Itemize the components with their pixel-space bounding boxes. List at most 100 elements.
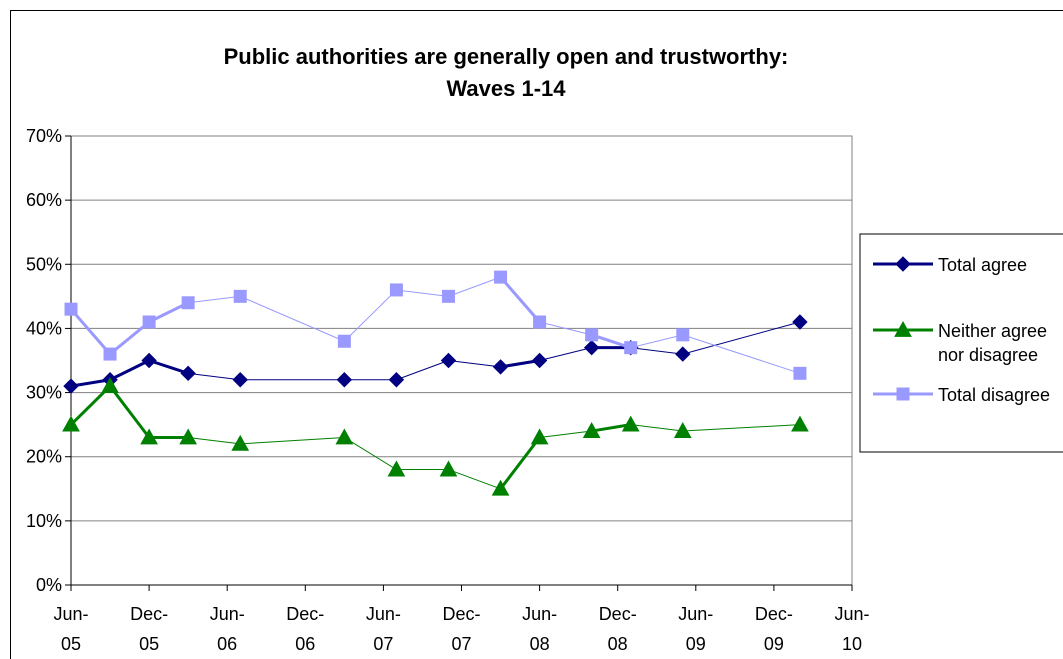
series-line-segment bbox=[240, 436, 345, 445]
series-line-segment bbox=[682, 321, 801, 355]
series-line-segment bbox=[682, 334, 801, 374]
legend-box bbox=[859, 233, 1063, 453]
data-point bbox=[336, 372, 353, 388]
series-line-segment bbox=[539, 430, 592, 438]
y-tick-label: 70% bbox=[26, 126, 62, 146]
series-line-segment bbox=[448, 276, 501, 297]
series-line-segment bbox=[682, 424, 800, 432]
y-tick-label: 40% bbox=[26, 318, 62, 338]
series-line-segment bbox=[396, 360, 449, 381]
data-point bbox=[491, 479, 510, 496]
series-line-segment bbox=[396, 289, 449, 297]
data-point bbox=[494, 270, 508, 284]
legend-marker-2 bbox=[896, 387, 910, 401]
data-point bbox=[583, 339, 600, 356]
series-line-segment bbox=[148, 301, 189, 324]
data-point bbox=[621, 415, 640, 432]
data-point bbox=[142, 315, 156, 329]
data-point bbox=[531, 352, 548, 369]
data-point bbox=[389, 283, 403, 297]
x-tick-label-year: 06 bbox=[217, 634, 237, 654]
legend-marker-0 bbox=[895, 256, 911, 272]
x-tick-label-month: Dec- bbox=[599, 604, 637, 624]
chart-title-line-2: Waves 1-14 bbox=[446, 76, 566, 101]
x-tick-label-month: Jun- bbox=[53, 604, 88, 624]
y-tick-labels: 0% 10% 20% 30% 40% 50% 60% 70% bbox=[26, 126, 62, 595]
x-tick-label-month: Jun- bbox=[366, 604, 401, 624]
data-point bbox=[530, 428, 549, 445]
series-line-segment bbox=[448, 469, 501, 490]
data-point bbox=[440, 352, 457, 369]
data-point bbox=[64, 302, 78, 316]
chart-title-line-1: Public authorities are generally open an… bbox=[224, 44, 789, 69]
data-point bbox=[675, 346, 691, 362]
data-point bbox=[103, 347, 117, 361]
series-line-segment bbox=[188, 436, 241, 445]
series-line-segment bbox=[499, 276, 541, 323]
data-point bbox=[673, 422, 692, 438]
legend-marker-1 bbox=[894, 320, 912, 337]
data-point bbox=[791, 415, 809, 432]
series-line-segment bbox=[240, 295, 345, 342]
x-tick-label-year: 09 bbox=[686, 634, 706, 654]
legend-label-1: Neither agree bbox=[938, 321, 1047, 341]
x-tick-label-month: Jun- bbox=[210, 604, 245, 624]
x-tick-label-year: 07 bbox=[451, 634, 471, 654]
series-0 bbox=[63, 314, 808, 394]
y-tick-label: 50% bbox=[26, 254, 62, 274]
series-line-segment bbox=[630, 424, 683, 432]
series-line-segment bbox=[539, 347, 592, 361]
x-tick-label-month: Jun- bbox=[834, 604, 869, 624]
series-line-segment bbox=[188, 372, 241, 381]
x-tick-label-year: 08 bbox=[608, 634, 628, 654]
x-tick-label-month: Dec- bbox=[130, 604, 168, 624]
x-tick-label-year: 10 bbox=[842, 634, 862, 654]
data-point bbox=[62, 415, 80, 432]
y-tick-label: 30% bbox=[26, 383, 62, 403]
data-point bbox=[63, 378, 79, 394]
series-line-segment bbox=[630, 334, 683, 349]
data-point bbox=[233, 289, 247, 303]
data-point bbox=[101, 377, 119, 394]
legend-label-1: nor disagree bbox=[938, 345, 1038, 365]
x-tick-labels: Jun- 05 Dec- 05 Jun- 06 Dec- 06 Jun- 07 Dec- 07 Jun-… bbox=[53, 604, 869, 654]
data-point bbox=[179, 428, 197, 445]
series-line-segment bbox=[499, 436, 541, 490]
gridlines bbox=[71, 135, 852, 522]
x-tick-label-month: Dec- bbox=[286, 604, 324, 624]
data-point bbox=[388, 372, 405, 388]
x-tick-label-year: 05 bbox=[61, 634, 81, 654]
y-tick-label: 0% bbox=[36, 575, 62, 595]
x-tick-label-year: 06 bbox=[295, 634, 315, 654]
data-point bbox=[492, 359, 509, 375]
legend: Total agree Neither agree nor disagree Tota… bbox=[859, 233, 1063, 453]
series-line-segment bbox=[148, 359, 189, 375]
data-point bbox=[441, 289, 455, 303]
x-tick-label-year: 08 bbox=[530, 634, 550, 654]
data-point bbox=[141, 352, 157, 369]
axes bbox=[65, 135, 853, 591]
data-point bbox=[585, 328, 599, 342]
series-line-segment bbox=[539, 321, 592, 336]
data-point bbox=[140, 428, 158, 445]
series-2 bbox=[64, 270, 807, 380]
series-line-segment bbox=[591, 423, 631, 433]
data-point bbox=[624, 341, 638, 355]
data-point bbox=[439, 460, 458, 477]
data-point bbox=[533, 315, 547, 329]
data-point bbox=[181, 296, 195, 310]
data-point bbox=[582, 422, 601, 438]
data-point bbox=[335, 428, 354, 445]
series-line-segment bbox=[344, 437, 397, 470]
x-tick-label-year: 09 bbox=[764, 634, 784, 654]
y-tick-label: 60% bbox=[26, 190, 62, 210]
data-point bbox=[387, 460, 406, 477]
x-tick-label-year: 05 bbox=[139, 634, 159, 654]
series-line-segment bbox=[188, 295, 241, 304]
y-tick-label: 10% bbox=[26, 511, 62, 531]
plot-area bbox=[70, 135, 853, 586]
data-point bbox=[180, 365, 196, 382]
series-line-segment bbox=[343, 289, 397, 342]
data-point bbox=[337, 334, 351, 348]
